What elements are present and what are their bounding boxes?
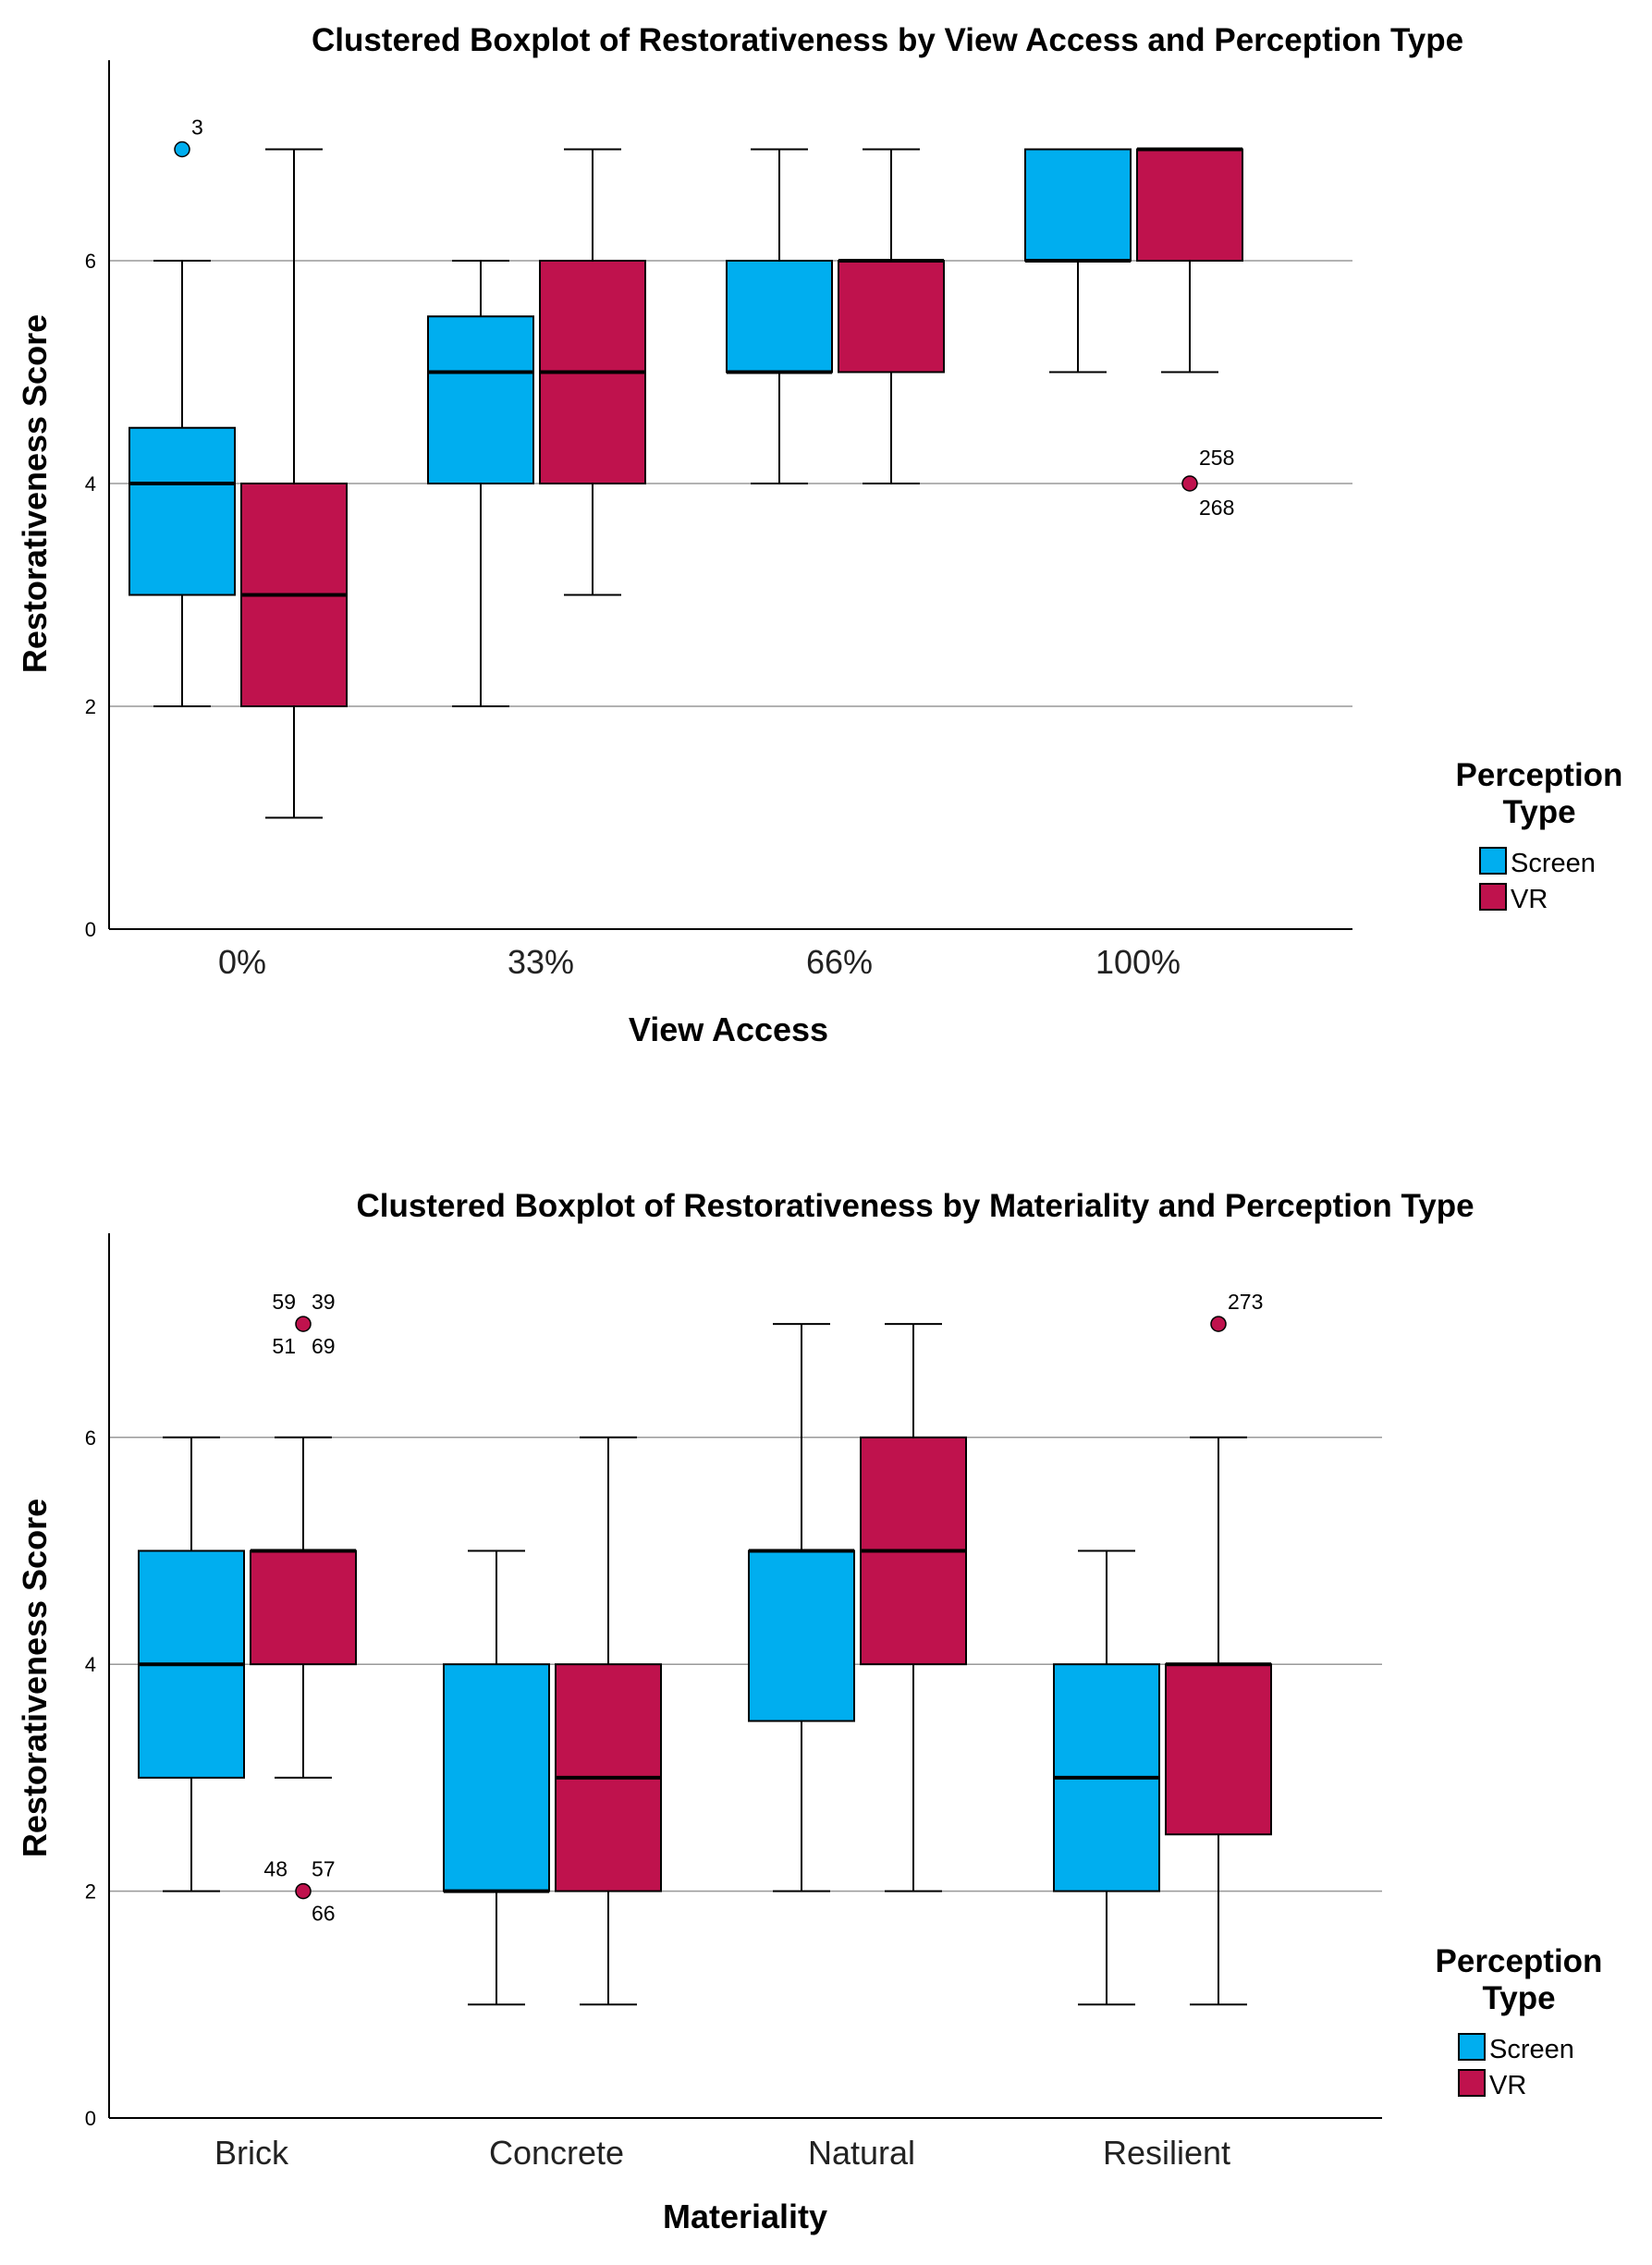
legend-swatch-vr bbox=[1479, 883, 1507, 911]
box-iqr bbox=[1024, 148, 1132, 262]
outlier-point bbox=[295, 1882, 312, 1900]
y-axis-title: Restorativeness Score bbox=[16, 1499, 54, 1857]
outlier-point bbox=[295, 1316, 312, 1332]
box-iqr bbox=[726, 260, 833, 373]
outlier-label: 66 bbox=[312, 1902, 336, 1926]
box-screen-3 bbox=[1024, 148, 1132, 373]
chart-materiality: Clustered Boxplot of Restorativeness by … bbox=[16, 1188, 1602, 2235]
y-axis-ticks: 0 2 4 6 bbox=[85, 250, 96, 941]
box-screen-1 bbox=[427, 260, 534, 707]
box-screen-2 bbox=[748, 1323, 855, 1892]
y-tick-label: 2 bbox=[85, 695, 96, 718]
outlier-point bbox=[1210, 1316, 1227, 1332]
legend-title-line1: Perception bbox=[1436, 1943, 1603, 1979]
outlier-label: 39 bbox=[312, 1290, 336, 1314]
y-tick-label: 6 bbox=[85, 250, 96, 273]
outlier-label: 69 bbox=[312, 1334, 336, 1358]
outlier-label: 48 bbox=[263, 1857, 288, 1881]
box-screen-1 bbox=[443, 1549, 550, 2006]
legend: Perception Type Screen VR bbox=[1436, 1943, 1603, 2100]
outlier-label: 268 bbox=[1199, 496, 1234, 520]
y-tick-label: 6 bbox=[85, 1426, 96, 1450]
axes bbox=[108, 1232, 1382, 2119]
x-axis-ticks: Brick Concrete Natural Resilient bbox=[214, 2134, 1230, 2172]
outlier-label: 273 bbox=[1228, 1290, 1263, 1314]
box-iqr bbox=[1136, 148, 1243, 262]
box-iqr bbox=[128, 426, 236, 596]
axes bbox=[108, 60, 1352, 930]
legend-title-line1: Perception bbox=[1456, 757, 1623, 793]
legend: Perception Type Screen VR bbox=[1456, 757, 1623, 914]
y-tick-label: 0 bbox=[85, 918, 96, 941]
box-vr-3: 258 268 bbox=[1136, 147, 1243, 520]
box-vr-1 bbox=[555, 1436, 662, 2006]
y-tick-label: 4 bbox=[85, 1653, 96, 1676]
x-axis-ticks: 0% 33% 66% 100% bbox=[218, 943, 1181, 981]
x-axis-title: View Access bbox=[629, 1010, 828, 1048]
x-tick-label: 100% bbox=[1095, 943, 1181, 981]
y-axis-ticks: 0 2 4 6 bbox=[85, 1426, 96, 2130]
box-iqr bbox=[443, 1663, 550, 1892]
y-tick-label: 0 bbox=[85, 2107, 96, 2130]
box-series: 3 258 268 bbox=[128, 116, 1243, 819]
box-vr-2 bbox=[860, 1323, 967, 1892]
outlier-label: 57 bbox=[312, 1857, 336, 1881]
x-tick-label: 33% bbox=[508, 943, 574, 981]
box-iqr bbox=[250, 1549, 357, 1666]
chart-title: Clustered Boxplot of Restorativeness by … bbox=[356, 1188, 1474, 1224]
y-tick-label: 2 bbox=[85, 1880, 96, 1904]
legend-title-line2: Type bbox=[1482, 1980, 1555, 2016]
x-tick-label: Brick bbox=[214, 2134, 289, 2172]
x-tick-label: 0% bbox=[218, 943, 266, 981]
box-screen-0: 3 bbox=[128, 116, 236, 707]
box-iqr bbox=[427, 315, 534, 484]
chart-view-access: Clustered Boxplot of Restorativeness by … bbox=[16, 22, 1622, 1048]
outlier-label: 258 bbox=[1199, 446, 1234, 470]
outlier-label: 51 bbox=[272, 1334, 296, 1358]
y-tick-label: 4 bbox=[85, 472, 96, 496]
box-iqr bbox=[838, 260, 945, 373]
x-axis-title: Materiality bbox=[663, 2198, 827, 2235]
y-axis-title: Restorativeness Score bbox=[16, 314, 54, 673]
x-tick-label: 66% bbox=[806, 943, 873, 981]
box-screen-2 bbox=[726, 148, 833, 484]
box-vr-0: 59 39 51 69 48 57 66 bbox=[250, 1290, 357, 1926]
box-vr-0 bbox=[240, 148, 348, 819]
outlier-point bbox=[1181, 475, 1198, 492]
outlier-point bbox=[174, 141, 190, 158]
box-vr-1 bbox=[539, 148, 646, 596]
box-screen-0 bbox=[138, 1436, 245, 1892]
outlier-label: 3 bbox=[191, 116, 203, 140]
x-tick-label: Natural bbox=[808, 2134, 915, 2172]
box-vr-3: 273 bbox=[1165, 1290, 1272, 2006]
chart-title: Clustered Boxplot of Restorativeness by … bbox=[312, 22, 1463, 58]
legend-label-screen: Screen bbox=[1489, 2035, 1574, 2064]
legend-title-line2: Type bbox=[1502, 794, 1575, 830]
box-iqr bbox=[1165, 1663, 1272, 1836]
legend-label-vr: VR bbox=[1489, 2071, 1526, 2100]
legend-label-vr: VR bbox=[1511, 885, 1548, 914]
outlier-label: 59 bbox=[272, 1290, 296, 1314]
legend-swatch-vr bbox=[1458, 2069, 1486, 2097]
legend-swatch-screen bbox=[1479, 847, 1507, 875]
box-screen-3 bbox=[1053, 1549, 1160, 2006]
legend-swatch-screen bbox=[1458, 2033, 1486, 2061]
x-tick-label: Concrete bbox=[489, 2134, 624, 2172]
x-tick-label: Resilient bbox=[1103, 2134, 1230, 2172]
box-iqr bbox=[748, 1549, 855, 1722]
box-series: 59 39 51 69 48 57 66 273 bbox=[138, 1290, 1272, 2006]
box-vr-2 bbox=[838, 148, 945, 484]
legend-label-screen: Screen bbox=[1511, 849, 1596, 878]
